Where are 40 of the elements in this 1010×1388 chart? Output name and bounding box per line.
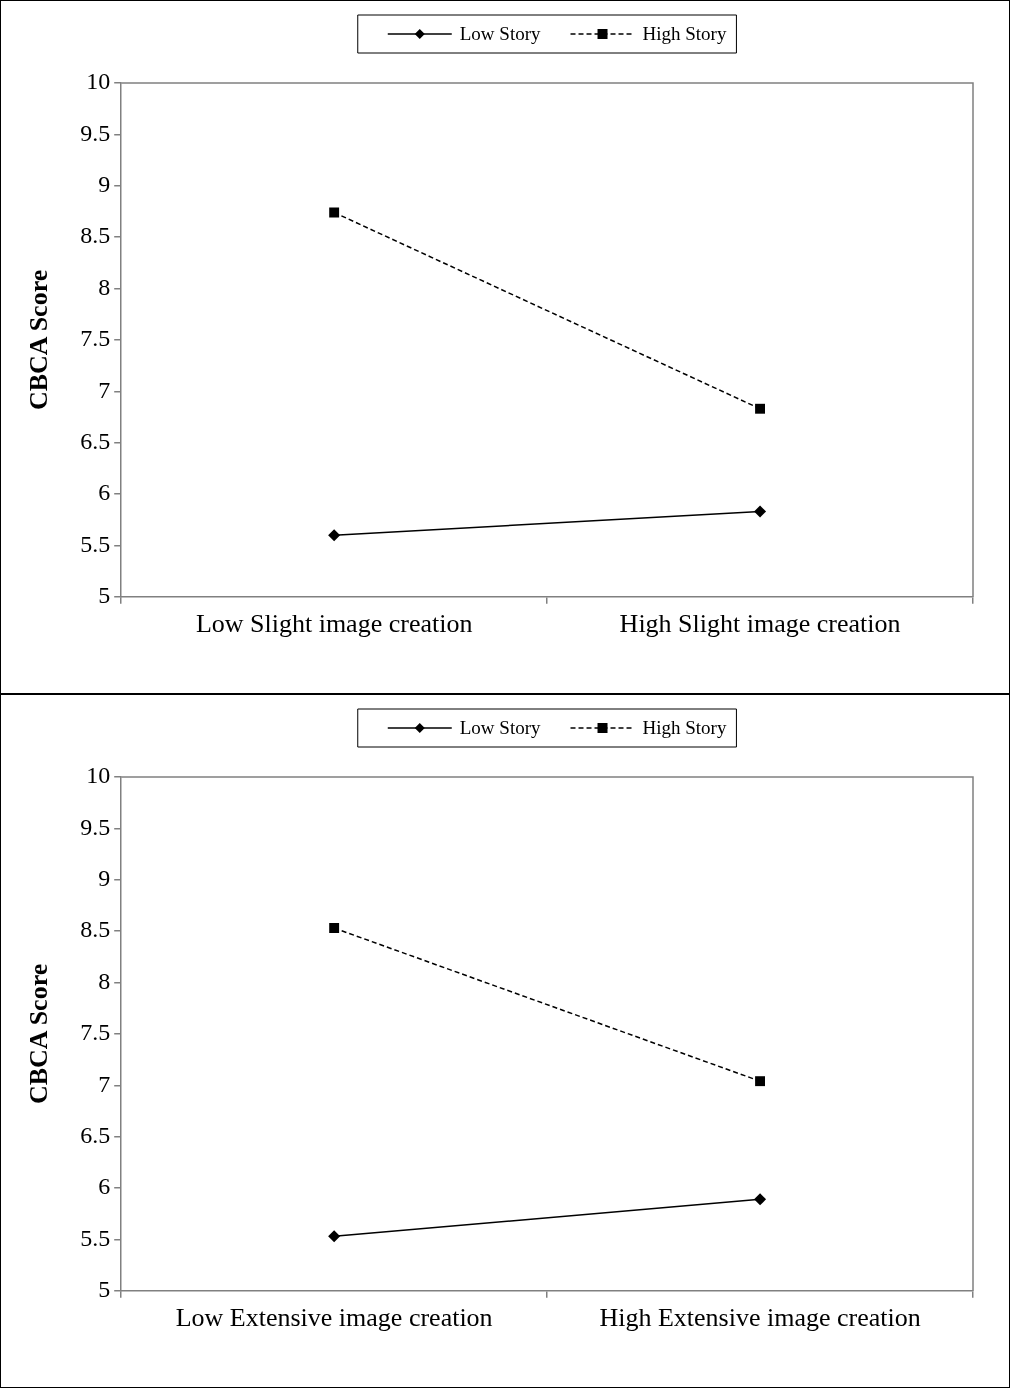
y-tick-label: 7.5 (80, 1019, 111, 1046)
y-tick-label: 6.5 (80, 427, 111, 454)
y-tick-label: 6 (98, 479, 111, 506)
y-tick-label: 10 (86, 762, 111, 789)
point (755, 1076, 765, 1087)
point (328, 1230, 341, 1243)
y-tick-label: 8.5 (80, 222, 111, 249)
y-tick-label: 7 (98, 376, 111, 403)
y-tick-label: 8 (98, 967, 111, 994)
legend-label: Low Story (459, 716, 542, 738)
legend-label: Low Story (459, 22, 542, 44)
y-tick-label: 9.5 (80, 813, 111, 840)
y-axis-title: CBCA Score (24, 963, 54, 1105)
point (329, 923, 340, 934)
y-tick-label: 5.5 (80, 1224, 111, 1251)
legend-label: High Story (642, 22, 727, 44)
y-tick-label: 10 (86, 68, 111, 95)
y-tick-label: 7 (98, 1070, 111, 1097)
x-tick-label: High Extensive image creation (599, 1303, 921, 1333)
y-tick-label: 6.5 (80, 1121, 111, 1148)
y-tick-label: 5 (98, 1276, 111, 1303)
y-tick-label: 9.5 (80, 119, 111, 146)
point (755, 403, 765, 414)
point (754, 1193, 767, 1206)
y-tick-label: 8 (98, 273, 111, 300)
y-tick-label: 6 (98, 1173, 111, 1200)
y-tick-label: 5 (98, 582, 111, 609)
legend-label: High Story (642, 716, 727, 738)
x-tick-label: High Slight image creation (619, 609, 901, 639)
y-tick-label: 9 (98, 865, 111, 892)
y-tick-label: 7.5 (80, 325, 111, 352)
y-axis-title: CBCA Score (24, 269, 54, 411)
x-tick-label: Low Extensive image creation (175, 1303, 493, 1333)
point (754, 505, 767, 518)
point (329, 207, 340, 218)
point (328, 529, 341, 542)
y-tick-label: 9 (98, 171, 111, 198)
y-tick-label: 8.5 (80, 916, 111, 943)
x-tick-label: Low Slight image creation (195, 609, 473, 639)
y-tick-label: 5.5 (80, 530, 111, 557)
